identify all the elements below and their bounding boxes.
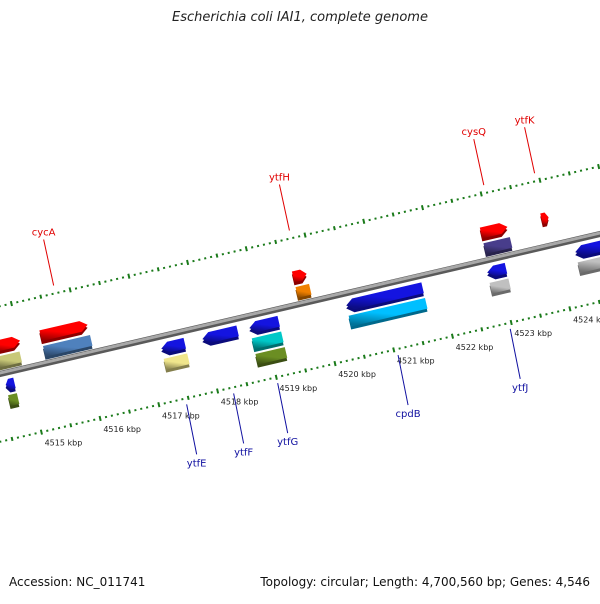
forward-ruler-tick	[70, 287, 71, 292]
kbp-label: 4517 kbp	[162, 411, 200, 420]
gene-label: cpdB	[396, 409, 421, 420]
kbp-label: 4522 kbp	[456, 343, 494, 352]
reverse-ruler-tick	[100, 416, 101, 421]
reverse-ruler-tick	[364, 355, 365, 359]
map-title: Escherichia coli IAI1, complete genome	[0, 10, 600, 25]
reverse-ruler-tick	[511, 320, 512, 325]
accession-label: Accession: NC_011741	[9, 575, 145, 589]
forward-ruler-tick	[40, 295, 41, 299]
reverse-ruler-tick	[540, 314, 541, 318]
gene-label: cycA	[32, 227, 56, 238]
reverse-ruler-tick	[129, 410, 130, 414]
reverse-ruler-tick	[393, 347, 394, 352]
gene-label: ytfH	[269, 172, 290, 183]
forward-ruler-tick	[510, 185, 511, 189]
kbp-label: 4524 kbp	[573, 315, 600, 324]
gene-label: ytfG	[277, 437, 298, 448]
forward-ruler-tick	[481, 192, 482, 197]
reverse-ruler-tick	[70, 423, 71, 427]
forward-ruler-tick	[275, 240, 276, 244]
kbp-label: 4518 kbp	[221, 398, 259, 407]
reverse-ruler-tick	[305, 369, 306, 373]
reverse-ruler-tick	[41, 430, 42, 435]
reverse-ruler-tick	[217, 389, 218, 394]
forward-ruler-tick	[99, 281, 100, 285]
reverse-ruler-tick	[452, 334, 453, 339]
forward-ruler-tick	[304, 233, 305, 238]
reverse-ruler-tick	[12, 437, 13, 441]
forward-ruler-tick	[217, 254, 218, 258]
gene-feature	[292, 270, 307, 283]
forward-ruler-tick	[246, 246, 247, 251]
gene-label: cysQ	[462, 127, 487, 138]
reverse-ruler-tick	[334, 361, 335, 366]
genome-summary: Topology: circular; Length: 4,700,560 bp…	[260, 575, 590, 589]
forward-ruler-tick	[451, 199, 452, 203]
forward-ruler-tick	[422, 205, 423, 210]
kbp-label: 4515 kbp	[45, 439, 83, 448]
reverse-ruler-tick	[569, 306, 570, 311]
reverse-ruler-tick	[423, 341, 424, 345]
forward-ruler-tick	[334, 226, 335, 230]
kbp-label: 4516 kbp	[103, 425, 141, 434]
forward-ruler-tick	[11, 301, 12, 306]
reverse-ruler-tick	[188, 396, 189, 400]
gene-label: ytfK	[515, 115, 535, 126]
kbp-label: 4520 kbp	[338, 370, 376, 379]
gene-label: ytfE	[187, 458, 207, 469]
kbp-label: 4519 kbp	[279, 384, 317, 393]
forward-ruler-tick	[393, 213, 394, 217]
forward-ruler-tick	[598, 164, 599, 169]
gene-label: ytfF	[234, 447, 253, 458]
reverse-ruler-tick	[276, 375, 277, 380]
gene-label-leader	[525, 127, 535, 173]
kbp-label: 4523 kbp	[514, 329, 552, 338]
reverse-ruler-tick	[158, 402, 159, 407]
forward-ruler-tick	[539, 178, 540, 183]
forward-ruler-tick	[187, 260, 188, 265]
forward-ruler-tick	[569, 171, 570, 175]
reverse-ruler-tick	[246, 382, 247, 386]
forward-ruler-tick	[128, 274, 129, 279]
kbp-label: 4521 kbp	[397, 357, 435, 366]
forward-ruler-tick	[158, 267, 159, 271]
reverse-ruler-tick	[481, 327, 482, 331]
gene-label-leader	[44, 239, 54, 285]
gene-label: ytfJ	[512, 383, 528, 394]
forward-ruler-tick	[363, 219, 364, 224]
gene-label-leader	[474, 139, 484, 185]
gene-label-leader	[279, 184, 289, 230]
